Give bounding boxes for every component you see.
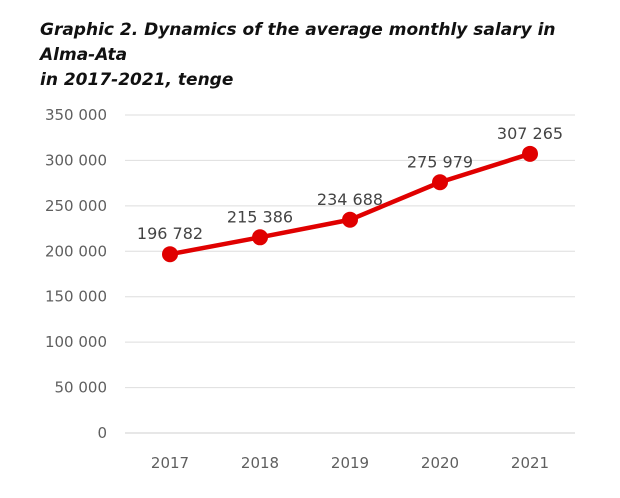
- data-label: 234 688: [317, 190, 383, 209]
- y-tick-label: 200 000: [45, 242, 107, 260]
- data-label: 275 979: [407, 152, 473, 171]
- y-tick-label: 250 000: [45, 197, 107, 215]
- data-point: [252, 229, 268, 246]
- data-label: 215 386: [227, 207, 293, 226]
- y-tick-label: 50 000: [55, 379, 108, 397]
- y-tick-label: 100 000: [45, 333, 107, 351]
- data-label: 307 265: [497, 124, 563, 143]
- y-axis-ticks: 0 50 000 100 000 150 000 200 000 250 000 300 0…: [45, 106, 107, 442]
- series-salary: [162, 145, 538, 263]
- x-tick-label: 2018: [241, 454, 279, 472]
- y-tick-label: 150 000: [45, 288, 107, 306]
- chart-title-line-1: Graphic 2. Dynamics of the average month…: [40, 20, 556, 65]
- data-point: [162, 246, 178, 263]
- y-tick-label: 300 000: [45, 151, 107, 169]
- x-tick-label: 2020: [421, 454, 459, 472]
- x-tick-label: 2021: [511, 454, 549, 472]
- data-label: 196 782: [137, 224, 203, 243]
- x-axis-ticks: 2017 2018 2019 2020 2021: [151, 454, 549, 472]
- data-point: [342, 211, 358, 228]
- chart-title-line-2: in 2017-2021, tenge: [40, 70, 234, 90]
- x-tick-label: 2019: [331, 454, 369, 472]
- y-tick-label: 350 000: [45, 106, 107, 124]
- data-point: [432, 174, 448, 191]
- gridlines: [125, 114, 575, 434]
- y-tick-label: 0: [97, 424, 107, 442]
- data-labels: 196 782 215 386 234 688 275 979 307 265: [137, 124, 563, 243]
- chart-title: Graphic 2. Dynamics of the average month…: [40, 18, 600, 93]
- data-point: [522, 145, 538, 162]
- x-tick-label: 2017: [151, 454, 189, 472]
